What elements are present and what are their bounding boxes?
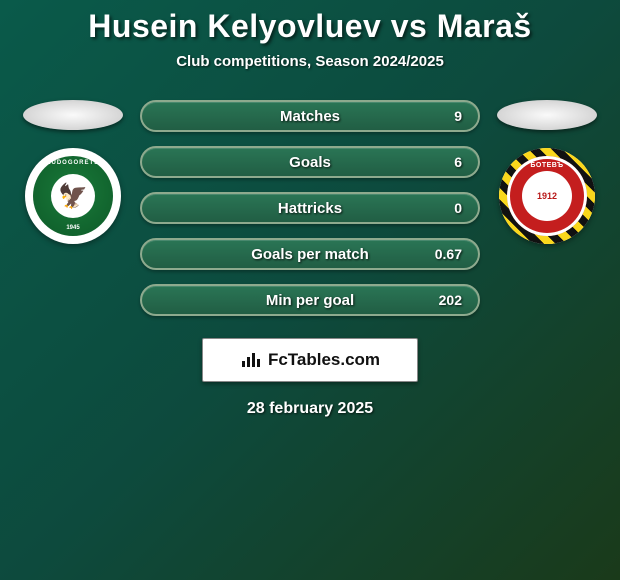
- stat-label: Min per goal: [266, 292, 354, 309]
- bar-chart-icon: [240, 351, 262, 369]
- right-player-column: БОТЕВЪ 1912: [492, 100, 602, 244]
- right-club-name: БОТЕВЪ: [530, 162, 563, 169]
- brand-badge[interactable]: FcTables.com: [202, 338, 418, 382]
- stat-row-goals: Goals 6: [140, 146, 480, 178]
- stat-right-value: 0.67: [412, 246, 462, 262]
- stat-right-value: 6: [412, 154, 462, 170]
- left-club-logo-inner: LUDOGORETS 🦅 1945: [33, 156, 113, 236]
- stat-right-value: 0: [412, 200, 462, 216]
- stat-row-matches: Matches 9: [140, 100, 480, 132]
- stat-label: Hattricks: [278, 200, 342, 217]
- left-club-year: 1945: [66, 225, 79, 231]
- stat-label: Matches: [280, 108, 340, 125]
- stat-right-value: 9: [412, 108, 462, 124]
- eagle-icon: 🦅: [51, 174, 95, 218]
- left-player-column: LUDOGORETS 🦅 1945: [18, 100, 128, 244]
- date-text: 28 february 2025: [0, 400, 620, 418]
- stat-label: Goals: [289, 154, 331, 171]
- page-title: Husein Kelyovluev vs Maraš: [0, 8, 620, 45]
- content-row: LUDOGORETS 🦅 1945 Matches 9 Goals 6 Hatt…: [0, 100, 620, 316]
- right-club-logo: БОТЕВЪ 1912: [499, 148, 595, 244]
- brand-text: FcTables.com: [268, 350, 380, 370]
- stat-row-hattricks: Hattricks 0: [140, 192, 480, 224]
- stat-right-value: 202: [412, 292, 462, 308]
- page-subtitle: Club competitions, Season 2024/2025: [0, 53, 620, 70]
- left-club-name: LUDOGORETS: [47, 160, 99, 166]
- left-club-logo: LUDOGORETS 🦅 1945: [25, 148, 121, 244]
- right-club-year: 1912: [522, 171, 572, 221]
- stats-column: Matches 9 Goals 6 Hattricks 0 Goals per …: [140, 100, 480, 316]
- comparison-card: Husein Kelyovluev vs Maraš Club competit…: [0, 0, 620, 418]
- right-player-avatar-placeholder: [497, 100, 597, 130]
- left-player-avatar-placeholder: [23, 100, 123, 130]
- stat-label: Goals per match: [251, 246, 369, 263]
- right-club-logo-ring: БОТЕВЪ 1912: [507, 156, 587, 236]
- stat-row-min-per-goal: Min per goal 202: [140, 284, 480, 316]
- stat-row-goals-per-match: Goals per match 0.67: [140, 238, 480, 270]
